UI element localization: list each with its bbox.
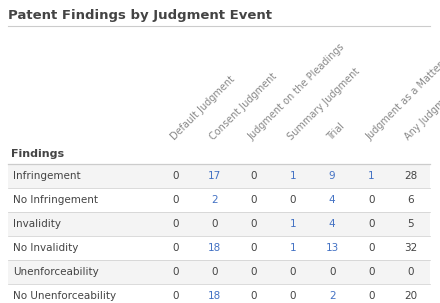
- Text: 0: 0: [290, 195, 296, 205]
- Text: 0: 0: [251, 219, 257, 229]
- Text: 0: 0: [212, 267, 218, 277]
- Text: Infringement: Infringement: [13, 171, 81, 181]
- Text: No Infringement: No Infringement: [13, 195, 98, 205]
- Text: 9: 9: [329, 171, 335, 181]
- Text: Default Judgment: Default Judgment: [169, 74, 236, 142]
- Text: 28: 28: [404, 171, 417, 181]
- Bar: [8, 164, 430, 188]
- Text: 13: 13: [326, 243, 339, 253]
- Bar: [8, 260, 430, 284]
- Text: No Invalidity: No Invalidity: [13, 243, 78, 253]
- Text: 0: 0: [251, 267, 257, 277]
- Text: 0: 0: [251, 243, 257, 253]
- Text: Judgment on the Pleadings: Judgment on the Pleadings: [247, 42, 347, 142]
- Text: Findings: Findings: [11, 149, 64, 159]
- Text: 0: 0: [172, 267, 179, 277]
- Text: 0: 0: [212, 219, 218, 229]
- Text: 17: 17: [208, 171, 221, 181]
- Text: 0: 0: [368, 291, 374, 301]
- Text: 6: 6: [407, 195, 414, 205]
- Text: 0: 0: [368, 195, 374, 205]
- Text: 2: 2: [211, 195, 218, 205]
- Bar: [8, 236, 430, 260]
- Text: 0: 0: [329, 267, 335, 277]
- Text: 0: 0: [407, 267, 414, 277]
- Text: 0: 0: [251, 291, 257, 301]
- Text: 2: 2: [329, 291, 335, 301]
- Bar: [8, 212, 430, 236]
- Text: 1: 1: [290, 243, 296, 253]
- Text: Any Judgment Event: Any Judgment Event: [403, 64, 440, 142]
- Text: 18: 18: [208, 291, 221, 301]
- Text: 18: 18: [208, 243, 221, 253]
- Text: 1: 1: [368, 171, 374, 181]
- Text: 0: 0: [290, 291, 296, 301]
- Bar: [8, 188, 430, 212]
- Text: 1: 1: [290, 171, 296, 181]
- Text: 0: 0: [172, 171, 179, 181]
- Text: 0: 0: [368, 243, 374, 253]
- Text: 20: 20: [404, 291, 417, 301]
- Text: 0: 0: [368, 267, 374, 277]
- Text: 0: 0: [172, 291, 179, 301]
- Text: 4: 4: [329, 195, 335, 205]
- Text: Summary Judgment: Summary Judgment: [286, 66, 362, 142]
- Text: Invalidity: Invalidity: [13, 219, 61, 229]
- Text: Consent Judgment: Consent Judgment: [208, 71, 279, 142]
- Text: Unenforceability: Unenforceability: [13, 267, 99, 277]
- Text: 5: 5: [407, 219, 414, 229]
- Text: 1: 1: [290, 219, 296, 229]
- Text: Trial: Trial: [325, 121, 346, 142]
- Text: 0: 0: [368, 219, 374, 229]
- Text: 4: 4: [329, 219, 335, 229]
- Text: 0: 0: [290, 267, 296, 277]
- Text: 0: 0: [251, 195, 257, 205]
- Text: Judgment as a Matter of Law: Judgment as a Matter of Law: [364, 35, 440, 142]
- Text: 0: 0: [172, 195, 179, 205]
- Text: Patent Findings by Judgment Event: Patent Findings by Judgment Event: [8, 9, 272, 22]
- Text: 0: 0: [172, 219, 179, 229]
- Text: 0: 0: [251, 171, 257, 181]
- Text: No Unenforceability: No Unenforceability: [13, 291, 116, 301]
- Text: 32: 32: [404, 243, 417, 253]
- Text: 0: 0: [172, 243, 179, 253]
- Bar: [8, 284, 430, 303]
